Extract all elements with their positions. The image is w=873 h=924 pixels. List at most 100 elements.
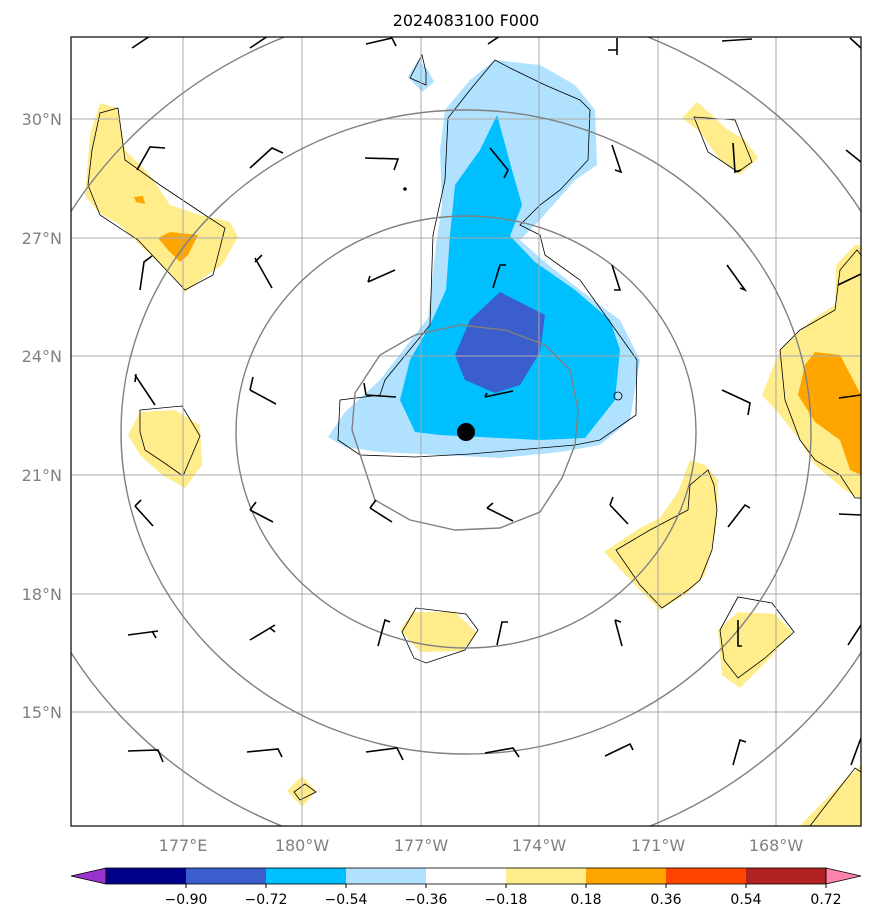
colorbar-segment [266,868,347,884]
wind-barb [838,394,861,399]
lat-label: 27°N [22,229,62,248]
wind-barb [489,147,509,179]
wind-barb [609,496,629,525]
wind-barb [367,269,396,283]
wind-barbs [127,37,861,766]
colorbar-segment [506,868,587,884]
colorbar-segment [186,868,267,884]
colorbar-over-arrow [825,867,862,885]
range-ring-inner [351,324,579,531]
wind-barb [721,38,753,42]
wind-barb [134,373,156,406]
wind-barb [611,264,622,291]
wind-barb [246,748,283,758]
wind-barb [365,37,397,47]
colorbar-frame [105,867,827,885]
shaded-fields [85,60,861,826]
map-area [71,37,861,826]
colorbar-segment [106,868,187,884]
colorbar-tick-label: −0.90 [165,892,208,908]
colorbar-segment [586,868,667,884]
lat-label: 15°N [22,703,62,722]
wind-barb [732,738,747,766]
wind-barb [127,749,164,763]
map-frame [70,36,862,827]
lat-label: 24°N [22,347,62,366]
wind-barb [611,144,623,174]
dark-blue-region [455,292,545,393]
graticule [71,37,861,826]
wind-barb [604,742,634,757]
colorbar-tick-label: 0.18 [570,892,601,908]
lon-label: 177°E [159,836,208,855]
colorbar-tick-label: −0.54 [325,892,368,908]
lat-label: 18°N [22,585,62,604]
wind-barb [365,747,404,761]
wind-barb [850,737,861,766]
latitude-labels: 30°N 27°N 24°N 21°N 18°N 15°N [22,110,62,722]
wind-barb [249,376,277,405]
colorbar-segment [426,868,507,884]
wind-barb [484,747,520,758]
orange-region-east [798,352,861,475]
wind-barb [249,37,268,49]
yellow-region-south-center [400,612,477,652]
wind-barb [849,37,861,49]
colorbar-segment [666,868,747,884]
wind-barb [838,513,861,516]
wind-barb [249,624,276,641]
calm-wind-dot [403,187,407,191]
lat-label: 21°N [22,466,62,485]
colorbar-under-arrow [70,867,107,885]
wind-barb [364,157,400,171]
colorbar-segment [346,868,427,884]
wind-barb [614,619,623,647]
yellow-region-northeast-small [682,102,758,175]
center-dot-icon [457,423,475,441]
wind-barb [492,264,506,289]
colorbar-tick-label: 0.36 [650,892,681,908]
colorbar-tick-label: −0.72 [245,892,288,908]
range-rings [71,37,861,826]
colorbar-tick-label: 0.54 [730,892,761,908]
lon-label: 168°W [749,836,804,855]
wind-barb [496,621,508,646]
wind-barb [254,254,273,289]
wind-barb [845,149,861,163]
lon-label: 171°W [631,836,686,855]
lon-label: 180°W [275,836,330,855]
range-ring-3 [120,109,812,755]
contour-lines [87,53,861,826]
longitude-labels: 177°E 180°W 177°W 174°W 171°W 168°W [159,836,804,855]
yellow-region-northwest [85,103,238,292]
yellow-region-southeast-strip [604,460,718,610]
wind-barb [608,38,618,55]
wind-barb [486,502,514,522]
lon-label: 174°W [512,836,567,855]
wind-barb [726,264,748,292]
mid-blue-region [400,115,620,440]
wind-barb [369,499,393,523]
lon-label: 177°W [394,836,449,855]
range-ring-2 [235,215,697,649]
wind-barb [134,499,154,527]
wind-barb [721,389,751,416]
wind-barb [847,624,861,646]
wind-barb [139,255,153,291]
colorbar-tick-label: 0.72 [810,892,841,908]
colorbar-tick-label: −0.36 [405,892,448,908]
wind-barb [131,37,150,49]
wind-barb [249,147,284,169]
wind-barb [837,273,861,286]
colorbar-tick-label: −0.18 [485,892,528,908]
orange-region-northwest [158,232,198,262]
wind-barb [484,390,514,398]
wind-barb [136,146,166,171]
wind-barb [377,618,391,647]
wind-barb [249,501,274,523]
wind-barb [727,503,751,528]
map-title: 2024083100 F000 [393,11,540,30]
orange-speck-northwest [134,196,145,204]
wind-barb [363,382,397,398]
